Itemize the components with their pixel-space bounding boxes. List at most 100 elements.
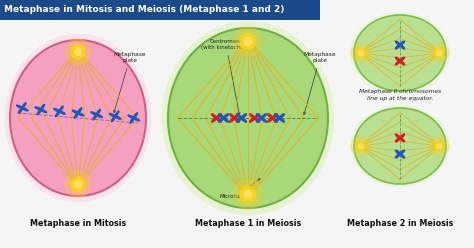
Circle shape <box>74 181 82 188</box>
Circle shape <box>434 141 444 151</box>
Circle shape <box>437 144 442 149</box>
Polygon shape <box>261 118 266 122</box>
Polygon shape <box>229 118 235 122</box>
Polygon shape <box>268 114 273 119</box>
Polygon shape <box>250 118 255 122</box>
Polygon shape <box>400 61 404 65</box>
Text: Centromere
(with kinetochore): Centromere (with kinetochore) <box>201 39 251 115</box>
Polygon shape <box>216 118 221 122</box>
Circle shape <box>399 60 401 62</box>
Polygon shape <box>219 114 224 119</box>
Polygon shape <box>400 154 404 158</box>
Polygon shape <box>109 114 116 117</box>
Polygon shape <box>22 103 26 109</box>
Ellipse shape <box>354 15 446 91</box>
Circle shape <box>358 51 364 56</box>
Polygon shape <box>54 108 60 112</box>
Polygon shape <box>37 109 41 115</box>
Polygon shape <box>115 116 121 119</box>
Circle shape <box>65 172 91 197</box>
Polygon shape <box>237 114 242 119</box>
Polygon shape <box>395 44 401 49</box>
Text: Metaphase in Mitosis and Meiosis (Metaphase 1 and 2): Metaphase in Mitosis and Meiosis (Metaph… <box>4 5 284 14</box>
Polygon shape <box>77 113 84 116</box>
Polygon shape <box>93 114 97 120</box>
Circle shape <box>399 153 401 155</box>
Polygon shape <box>241 114 246 119</box>
Polygon shape <box>272 118 277 122</box>
Polygon shape <box>400 41 404 45</box>
Polygon shape <box>40 104 45 110</box>
Text: Metaphase II chromosomes
line up at the equator.: Metaphase II chromosomes line up at the … <box>359 89 441 101</box>
Circle shape <box>241 117 242 119</box>
FancyBboxPatch shape <box>0 0 320 20</box>
Polygon shape <box>59 111 65 114</box>
Circle shape <box>356 48 366 58</box>
Circle shape <box>74 48 82 55</box>
Polygon shape <box>395 61 401 65</box>
Polygon shape <box>395 150 401 155</box>
Polygon shape <box>59 106 63 112</box>
Circle shape <box>351 43 371 63</box>
Polygon shape <box>250 114 255 119</box>
Circle shape <box>234 117 235 119</box>
Circle shape <box>356 141 366 151</box>
Text: Metaphase in Mitosis: Metaphase in Mitosis <box>30 219 126 228</box>
Polygon shape <box>395 154 401 158</box>
Circle shape <box>399 44 401 46</box>
Polygon shape <box>229 114 235 119</box>
Polygon shape <box>96 114 102 118</box>
Circle shape <box>71 177 85 191</box>
Circle shape <box>96 114 97 115</box>
Polygon shape <box>74 112 79 118</box>
Ellipse shape <box>350 12 450 94</box>
Polygon shape <box>254 118 259 122</box>
Polygon shape <box>55 111 60 117</box>
Polygon shape <box>219 118 224 122</box>
Circle shape <box>240 33 256 50</box>
Polygon shape <box>223 114 228 119</box>
Circle shape <box>279 117 280 119</box>
Circle shape <box>434 48 444 58</box>
Polygon shape <box>400 44 404 49</box>
Ellipse shape <box>350 105 450 187</box>
Polygon shape <box>133 113 137 119</box>
Polygon shape <box>211 114 217 119</box>
Polygon shape <box>96 109 100 115</box>
Circle shape <box>71 45 85 59</box>
Polygon shape <box>128 115 134 119</box>
Circle shape <box>234 180 263 209</box>
Text: Metaphase
plate: Metaphase plate <box>303 52 337 115</box>
Circle shape <box>272 117 273 119</box>
Polygon shape <box>115 111 119 117</box>
Polygon shape <box>35 107 41 110</box>
Circle shape <box>261 117 262 119</box>
Circle shape <box>351 136 371 156</box>
Circle shape <box>429 136 449 156</box>
Polygon shape <box>261 114 266 119</box>
Polygon shape <box>279 118 284 122</box>
Polygon shape <box>400 134 404 138</box>
Polygon shape <box>211 118 217 122</box>
Circle shape <box>254 117 255 119</box>
Ellipse shape <box>354 108 446 184</box>
Polygon shape <box>268 118 273 122</box>
Polygon shape <box>234 118 239 122</box>
Circle shape <box>437 51 442 56</box>
Polygon shape <box>40 109 46 113</box>
Polygon shape <box>395 137 401 142</box>
Polygon shape <box>395 41 401 45</box>
Circle shape <box>223 117 224 119</box>
Ellipse shape <box>10 40 146 196</box>
Polygon shape <box>254 114 259 119</box>
Circle shape <box>40 109 42 110</box>
Polygon shape <box>256 118 262 122</box>
Polygon shape <box>237 118 242 122</box>
Polygon shape <box>130 118 134 123</box>
Polygon shape <box>111 116 116 122</box>
Text: Metaphase 1 in Meiosis: Metaphase 1 in Meiosis <box>195 219 301 228</box>
Polygon shape <box>223 118 228 122</box>
Text: Microtubule: Microtubule <box>220 179 260 199</box>
Circle shape <box>429 43 449 63</box>
Circle shape <box>21 107 23 109</box>
